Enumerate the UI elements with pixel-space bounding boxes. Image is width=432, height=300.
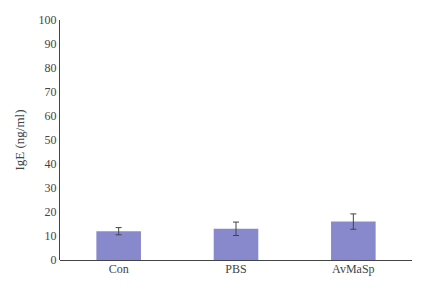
svg-text:PBS: PBS bbox=[225, 262, 246, 276]
svg-text:Con: Con bbox=[109, 262, 129, 276]
svg-text:20: 20 bbox=[45, 205, 57, 219]
svg-text:80: 80 bbox=[45, 61, 57, 75]
svg-text:10: 10 bbox=[45, 229, 57, 243]
svg-text:60: 60 bbox=[45, 109, 57, 123]
svg-text:50: 50 bbox=[45, 133, 57, 147]
svg-text:70: 70 bbox=[45, 85, 57, 99]
svg-text:100: 100 bbox=[39, 13, 57, 27]
svg-text:0: 0 bbox=[51, 253, 57, 267]
svg-text:IgE (ng/ml): IgE (ng/ml) bbox=[12, 109, 27, 170]
svg-text:90: 90 bbox=[45, 37, 57, 51]
svg-text:30: 30 bbox=[45, 181, 57, 195]
svg-text:AvMaSp: AvMaSp bbox=[332, 262, 374, 276]
svg-text:40: 40 bbox=[45, 157, 57, 171]
